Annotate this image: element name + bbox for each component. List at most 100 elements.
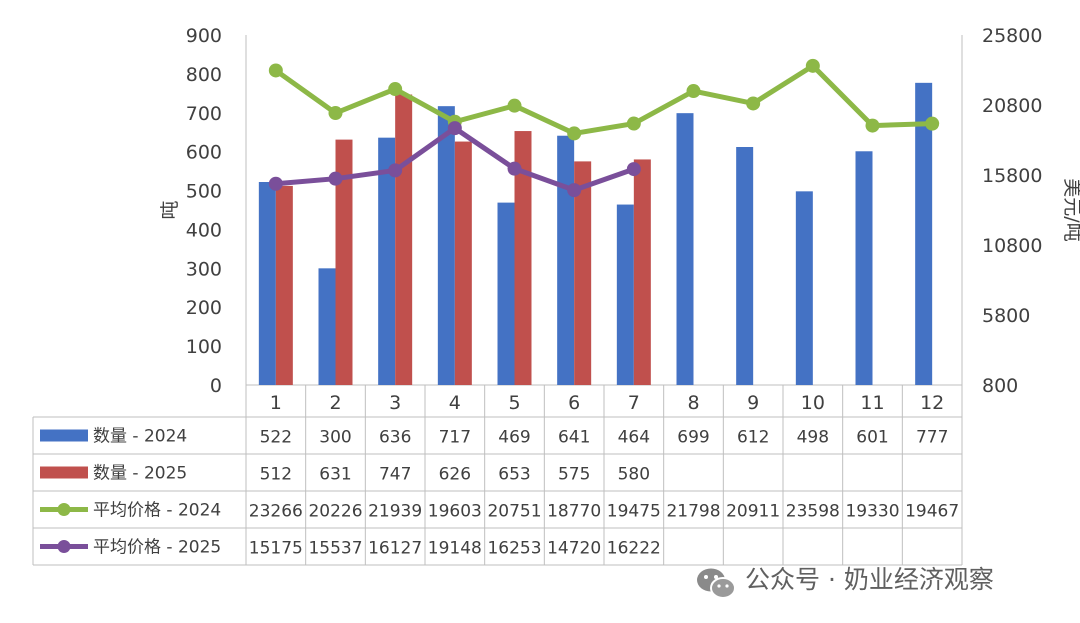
legend-key-bar [40,429,88,442]
price-point-2025 [567,183,582,198]
table-cell: 777 [916,428,948,448]
watermark: 公众号 · 奶业经济观察 [697,565,994,599]
y2-tick-label: 5800 [982,305,1030,327]
table-cell: 636 [379,428,411,448]
bar-2024-8 [676,113,694,386]
table-cell: 18770 [547,502,601,522]
y-axis-title: 吨 [159,200,181,219]
bar-2024-1 [258,182,276,385]
price-point-2024 [507,98,522,113]
y-tick-labels: 0 100 200 300 400 500 600 700 800 900 [186,25,222,397]
table-cell: 19475 [607,502,661,522]
bar-2025-5 [514,131,532,385]
price-point-2025 [388,163,403,178]
y2-tick-label: 25800 [982,25,1042,47]
x-tick-label: 4 [449,392,461,414]
wechat-icon [697,568,736,599]
y-tick-label: 500 [186,181,222,203]
price-point-2024 [865,118,880,133]
y-tick-label: 900 [186,25,222,47]
x-tick-label: 6 [568,392,580,414]
table-cell: 19603 [428,502,482,522]
table-cell: 21798 [666,502,720,522]
x-tick-label: 3 [389,392,401,414]
bar-2024-2 [318,268,336,385]
price-point-2024 [746,96,761,111]
table-cell: 699 [677,428,709,448]
bar-2025-6 [574,161,592,385]
watermark-text: 公众号 · 奶业经济观察 [745,565,994,594]
y2-tick-labels: 800 5800 10800 15800 20800 25800 [982,25,1042,397]
bar-2024-11 [855,151,873,385]
bar-2025-4 [454,141,472,385]
table-cell: 21939 [368,502,422,522]
y2-tick-label: 20800 [982,95,1042,117]
legend-label: 数量 - 2025 [93,464,187,484]
table-cell: 16127 [368,539,422,559]
price-point-2024 [567,126,582,141]
table-cell: 300 [319,428,351,448]
bar-2024-7 [616,204,634,385]
bar-2024-5 [497,202,515,385]
table-cell: 626 [439,465,471,485]
table-cell: 23598 [786,502,840,522]
table-cell: 612 [737,428,769,448]
price-point-2025 [328,171,343,186]
y-tick-label: 800 [186,64,222,86]
y2-tick-label: 800 [982,375,1018,397]
bar-2024-9 [736,147,754,385]
legend-label: 数量 - 2024 [93,427,187,447]
table-cell: 15537 [308,539,362,559]
price-point-2025 [447,121,462,136]
price-point-2024 [328,106,343,121]
price-point-2024 [626,116,641,131]
x-tick-label: 2 [329,392,341,414]
bar-series [258,82,933,386]
table-cell: 15175 [249,539,303,559]
table-cell: 717 [439,428,471,448]
x-tick-label: 7 [628,392,640,414]
bar-2024-3 [378,137,396,385]
bar-2025-3 [395,94,413,385]
bar-2024-10 [795,191,813,385]
table-cell: 20911 [726,502,780,522]
table-cell: 522 [260,428,292,448]
table-cell: 747 [379,465,411,485]
table-cell: 469 [498,428,530,448]
legend-label: 平均价格 - 2024 [93,501,221,521]
price-point-2025 [268,176,283,191]
table-cell: 464 [618,428,650,448]
bar-2025-1 [275,185,293,385]
x-tick-label: 9 [747,392,759,414]
legend-key-marker [57,540,71,553]
x-tick-label: 8 [687,392,699,414]
table-cell: 601 [856,428,888,448]
table-cell: 20751 [487,502,541,522]
price-point-2024 [268,63,283,78]
legend-label: 平均价格 - 2025 [93,538,221,558]
price-point-2024 [805,58,820,73]
x-tick-label: 11 [860,392,884,414]
bar-2025-2 [335,139,353,385]
y-tick-label: 700 [186,103,222,125]
table-cell: 20226 [308,502,362,522]
table-cell: 16253 [487,539,541,559]
x-tick-label: 12 [920,392,944,414]
price-line-2024 [274,63,933,136]
y-tick-label: 0 [210,375,222,397]
table-cell: 653 [498,465,530,485]
x-tick-label: 10 [801,392,825,414]
y-tick-label: 600 [186,142,222,164]
x-tick-label: 5 [508,392,520,414]
bar-2024-12 [915,82,933,385]
legend-key-marker [57,503,71,516]
y2-tick-label: 10800 [982,235,1042,257]
x-tick-label: 1 [270,392,282,414]
table-cell: 631 [319,465,351,485]
table-cell: 512 [260,465,292,485]
legend-key-bar [40,466,88,479]
table-cell: 19330 [845,502,899,522]
